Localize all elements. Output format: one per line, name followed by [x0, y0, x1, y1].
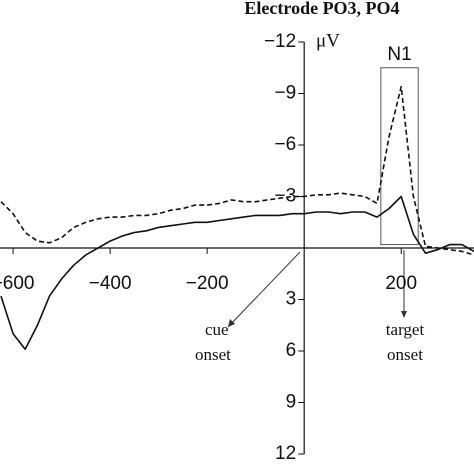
- y-tick-label: −3: [275, 186, 297, 207]
- y-tick-label: 6: [286, 340, 297, 361]
- n1-box: [380, 67, 419, 246]
- y-axis-label: μV: [316, 30, 340, 51]
- annotation: onset: [195, 345, 231, 364]
- x-tick-label: −400: [89, 273, 132, 294]
- n1-label: N1: [387, 44, 411, 65]
- annotation: target: [386, 320, 425, 339]
- x-tick-label: 200: [385, 273, 417, 294]
- arrow-head: [401, 311, 407, 318]
- chart-title: Electrode PO3, PO4: [244, 0, 399, 18]
- dashed-line: [0, 85, 474, 256]
- y-tick-label: 9: [286, 392, 297, 413]
- y-tick-label: −12: [264, 31, 296, 52]
- y-tick-label: 3: [286, 289, 297, 310]
- x-tick-label: −200: [186, 273, 229, 294]
- x-tick-label: −600: [0, 273, 34, 294]
- annotation: onset: [387, 345, 423, 364]
- y-tick-label: −6: [275, 134, 297, 155]
- arrow-head: [228, 319, 235, 327]
- annotation: cue: [205, 320, 229, 339]
- solid-line: [0, 195, 474, 351]
- arrow: [227, 251, 301, 328]
- y-tick-label: −9: [275, 83, 297, 104]
- y-tick-label: 12: [275, 443, 296, 464]
